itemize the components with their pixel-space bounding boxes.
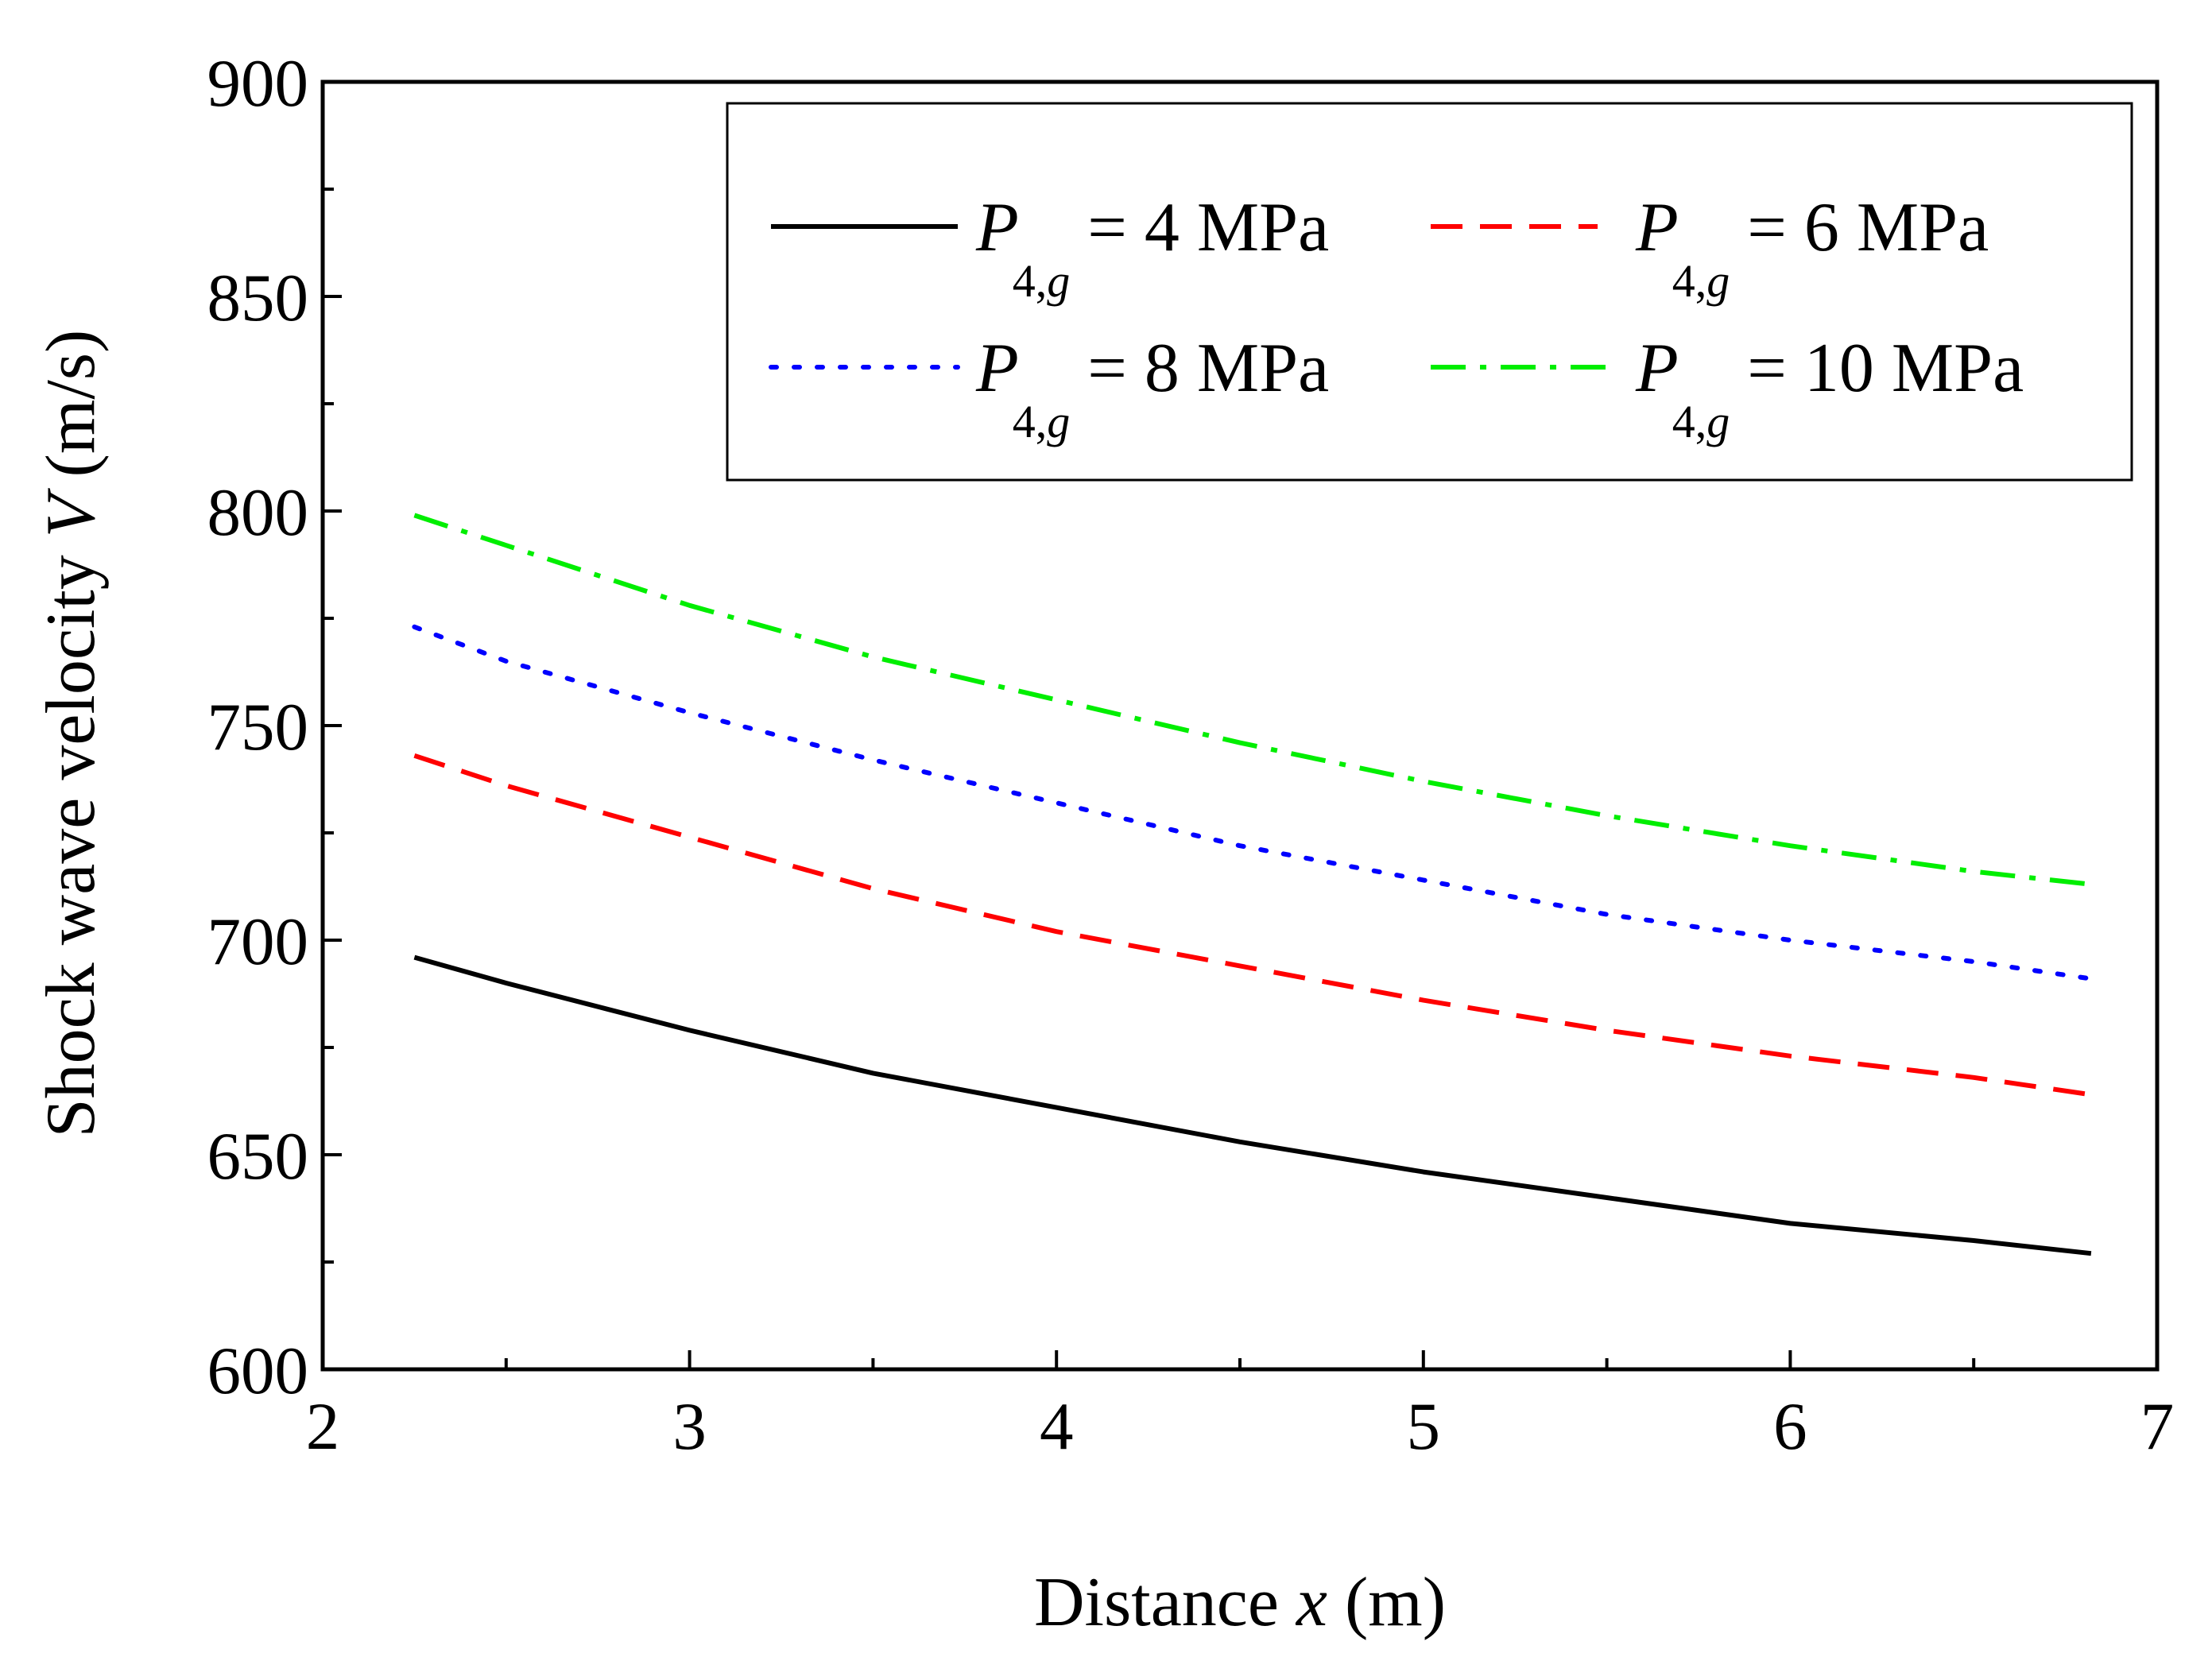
legend-label-2: P 4,g = 6 MPa (1635, 189, 1989, 307)
y-tick-label: 850 (207, 261, 309, 335)
x-tick-label: 4 (1040, 1389, 1074, 1464)
legend-box (726, 102, 2133, 482)
series-line-4 (413, 513, 2092, 887)
axis-layer: 2 3 4 5 6 7 600 650 700 750 800 850 900 Distance x (m… (33, 46, 2174, 1641)
y-tick-label: 600 (207, 1334, 309, 1408)
series-line-3 (412, 624, 2094, 981)
series-line-1 (413, 954, 2092, 1256)
y-axis-title: Shock wave velocity V (m/s) (33, 330, 110, 1138)
x-tick-label: 2 (306, 1389, 340, 1464)
legend-layer: P 4,g = 4 MPa P 4,g = 6 MPa P 4,g = 8 MPa P 4,g… (726, 102, 2133, 482)
x-tick-label: 3 (672, 1389, 707, 1464)
x-tick-label: 5 (1407, 1389, 1441, 1464)
x-tick-label: 7 (2140, 1389, 2175, 1464)
legend-label-1: P 4,g = 4 MPa (975, 189, 1329, 307)
series-line-2 (413, 753, 2092, 1098)
series-layer (412, 513, 2094, 1256)
legend-label-3: P 4,g = 8 MPa (975, 330, 1329, 447)
legend-label-4: P 4,g = 10 MPa (1635, 330, 2024, 447)
y-tick-label: 900 (207, 46, 309, 121)
x-axis-title: Distance x (m) (1034, 1564, 1446, 1641)
x-tick-label: 6 (1773, 1389, 1807, 1464)
y-tick-label: 800 (207, 475, 309, 550)
y-tick-label: 650 (207, 1119, 309, 1194)
y-tick-label: 750 (207, 690, 309, 765)
y-tick-label: 700 (207, 904, 309, 979)
